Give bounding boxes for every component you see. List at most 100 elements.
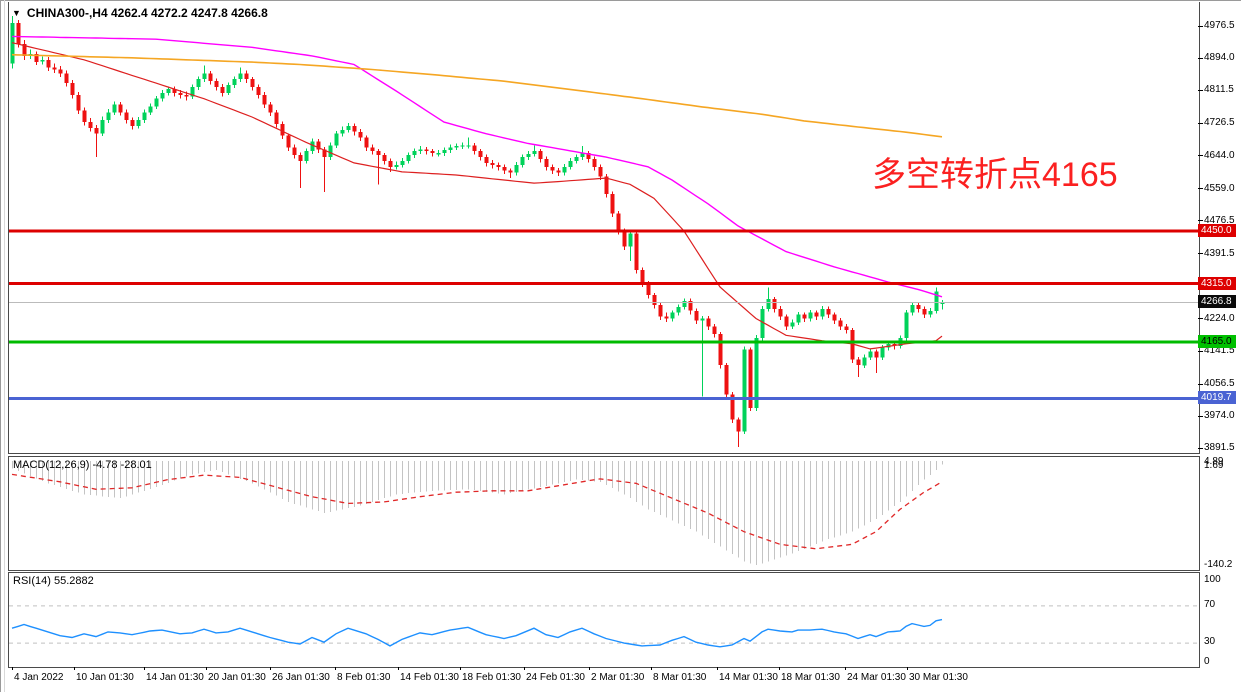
candle-body xyxy=(688,301,693,311)
candle-body xyxy=(652,295,657,305)
candle-body xyxy=(730,394,735,420)
candle-body xyxy=(592,159,597,167)
candle-body xyxy=(556,170,561,173)
candle-body xyxy=(418,149,423,152)
candle-body xyxy=(916,304,921,309)
chart-title: ▼ CHINA300-,H4 4262.4 4272.2 4247.8 4266.… xyxy=(12,6,268,20)
price-tick-label: 4391.5 xyxy=(1204,247,1235,259)
price-tick-mark xyxy=(1198,415,1203,417)
candle-body xyxy=(136,120,141,126)
time-tick-label: 18 Mar 01:30 xyxy=(781,672,840,683)
candle-body xyxy=(94,127,99,134)
time-tick-mark xyxy=(74,667,75,670)
candle-body xyxy=(346,125,351,130)
candle-body xyxy=(490,162,495,165)
candle-body xyxy=(376,151,381,156)
time-tick-mark xyxy=(206,667,207,670)
macd-chart[interactable] xyxy=(9,457,1199,570)
candle-body xyxy=(382,155,387,161)
window-left-border-inner xyxy=(4,0,5,692)
candle-body xyxy=(694,310,699,321)
indicator-axis-label: 30 xyxy=(1204,636,1216,648)
candle-body xyxy=(478,151,483,157)
rsi-chart[interactable] xyxy=(9,573,1199,667)
rsi-label: RSI(14) 55.2882 xyxy=(13,575,94,587)
candle-body xyxy=(754,338,759,408)
candle-body xyxy=(814,312,819,317)
candle-body xyxy=(304,151,309,161)
time-tick-label: 10 Jan 01:30 xyxy=(76,672,134,683)
price-tick-mark xyxy=(1198,220,1203,222)
indicator-axis-label: 4.89 xyxy=(1204,456,1224,467)
candle-body xyxy=(622,231,627,247)
chart-annotation-text[interactable]: 多空转折点4165 xyxy=(872,156,1118,194)
candle-body xyxy=(544,159,549,167)
candle-body xyxy=(934,291,939,311)
candle-body xyxy=(514,164,519,173)
ma-orange-line xyxy=(11,53,943,138)
candle-body xyxy=(220,87,225,93)
candle-body xyxy=(802,314,807,319)
price-tick-label: 4726.5 xyxy=(1204,117,1235,129)
candle-body xyxy=(58,69,63,74)
candle-body xyxy=(922,308,927,315)
candle-body xyxy=(604,176,609,194)
time-tick-label: 24 Feb 01:30 xyxy=(526,672,585,683)
candle-body xyxy=(310,141,315,152)
price-tick-label: 4559.0 xyxy=(1204,182,1235,194)
candle-body xyxy=(40,59,45,62)
candle-body xyxy=(616,213,621,231)
time-tick-mark xyxy=(270,667,271,670)
symbol-dropdown-icon[interactable]: ▼ xyxy=(12,8,21,18)
candle-body xyxy=(274,112,279,124)
price-tick-label: 4476.5 xyxy=(1204,214,1235,226)
candle-body xyxy=(562,166,567,173)
candle-body xyxy=(844,326,849,331)
candle-body xyxy=(52,67,57,70)
time-tick-label: 8 Mar 01:30 xyxy=(653,672,707,683)
candle-body xyxy=(820,308,825,317)
candle-body xyxy=(502,166,507,171)
time-tick-mark xyxy=(12,667,13,670)
indicator-axis-label: 1.69 xyxy=(1204,460,1224,471)
candle-body xyxy=(550,166,555,171)
price-tick-label: 4811.5 xyxy=(1204,84,1234,96)
window-left-border xyxy=(0,0,1,692)
candle-body xyxy=(526,154,531,158)
candle-body xyxy=(238,73,243,80)
candle-body xyxy=(196,79,201,87)
candle-body xyxy=(262,94,267,105)
candlestick-chart[interactable] xyxy=(9,2,1199,453)
time-tick-label: 18 Feb 01:30 xyxy=(462,672,521,683)
candle-body xyxy=(226,85,231,93)
candle-body xyxy=(766,299,771,309)
candlestick-chart-pane[interactable] xyxy=(8,2,1200,454)
price-badge-4266.8: 4266.8 xyxy=(1198,295,1236,309)
macd-label: MACD(12,26,9) -4.78 -28.01 xyxy=(13,459,152,471)
candle-body xyxy=(388,161,393,167)
rsi-indicator-pane[interactable]: RSI(14) 55.2882 xyxy=(8,572,1200,668)
time-tick-mark xyxy=(335,667,336,670)
candle-body xyxy=(208,73,213,82)
candle-body xyxy=(370,147,375,152)
price-tick-label: 4894.0 xyxy=(1204,52,1235,64)
candle-body xyxy=(148,106,153,113)
candle-body xyxy=(520,157,525,165)
candle-body xyxy=(658,304,663,317)
macd-indicator-pane[interactable]: MACD(12,26,9) -4.78 -28.01 xyxy=(8,456,1200,571)
time-tick-mark xyxy=(398,667,399,670)
candle-body xyxy=(682,301,687,307)
indicator-axis-label: 70 xyxy=(1204,598,1216,610)
indicator-axis-label: -140.2 xyxy=(1204,559,1233,570)
candle-body xyxy=(706,318,711,327)
candle-body xyxy=(118,104,123,113)
price-tick-mark xyxy=(1198,253,1203,255)
time-tick-mark xyxy=(524,667,525,670)
candle-body xyxy=(508,170,513,173)
time-tick-label: 14 Mar 01:30 xyxy=(719,672,778,683)
price-tick-label: 3974.0 xyxy=(1204,410,1235,422)
price-tick-mark xyxy=(1198,188,1203,190)
price-badge-4450.0: 4450.0 xyxy=(1198,224,1236,237)
time-tick-mark xyxy=(651,667,652,670)
price-tick-mark xyxy=(1198,89,1203,91)
